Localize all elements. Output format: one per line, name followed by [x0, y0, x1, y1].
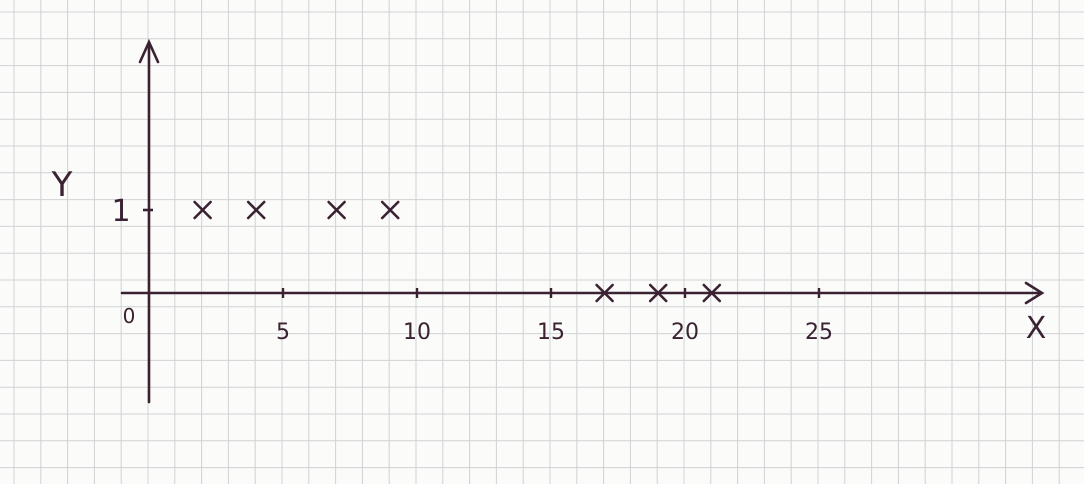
data-point-marker [246, 200, 266, 220]
x-tick-label: 20 [671, 320, 699, 345]
marker-stroke [595, 283, 614, 303]
marker-stroke [648, 283, 668, 303]
data-point-marker [595, 283, 614, 303]
origin-label: 0 [123, 304, 136, 328]
marker-stroke [702, 283, 722, 303]
y-ticks: 1 [111, 194, 153, 229]
data-point-marker [702, 283, 722, 303]
data-point-marker [380, 200, 400, 220]
data-point-marker [648, 283, 668, 303]
x-axis-arrowhead [1024, 281, 1045, 305]
marker-stroke [327, 200, 346, 220]
x-tick-label: 15 [537, 320, 565, 345]
x-tick-label: 25 [805, 320, 833, 345]
x-ticks: 5 10 15 20 25 [276, 288, 833, 345]
y-axis-arrowhead [138, 38, 160, 64]
y-axis-label: Y [51, 165, 73, 205]
x-axis-label: X [1026, 311, 1047, 346]
data-point-marker [193, 200, 212, 220]
marker-stroke [380, 200, 400, 220]
data-point-marker [327, 200, 346, 220]
x-tick-label: 10 [403, 320, 431, 345]
data-points [193, 200, 722, 303]
x-tick-label: 5 [276, 320, 290, 345]
marker-stroke [246, 200, 266, 220]
axes [120, 38, 1045, 404]
y-tick-label: 1 [111, 194, 130, 229]
marker-stroke [193, 200, 212, 220]
